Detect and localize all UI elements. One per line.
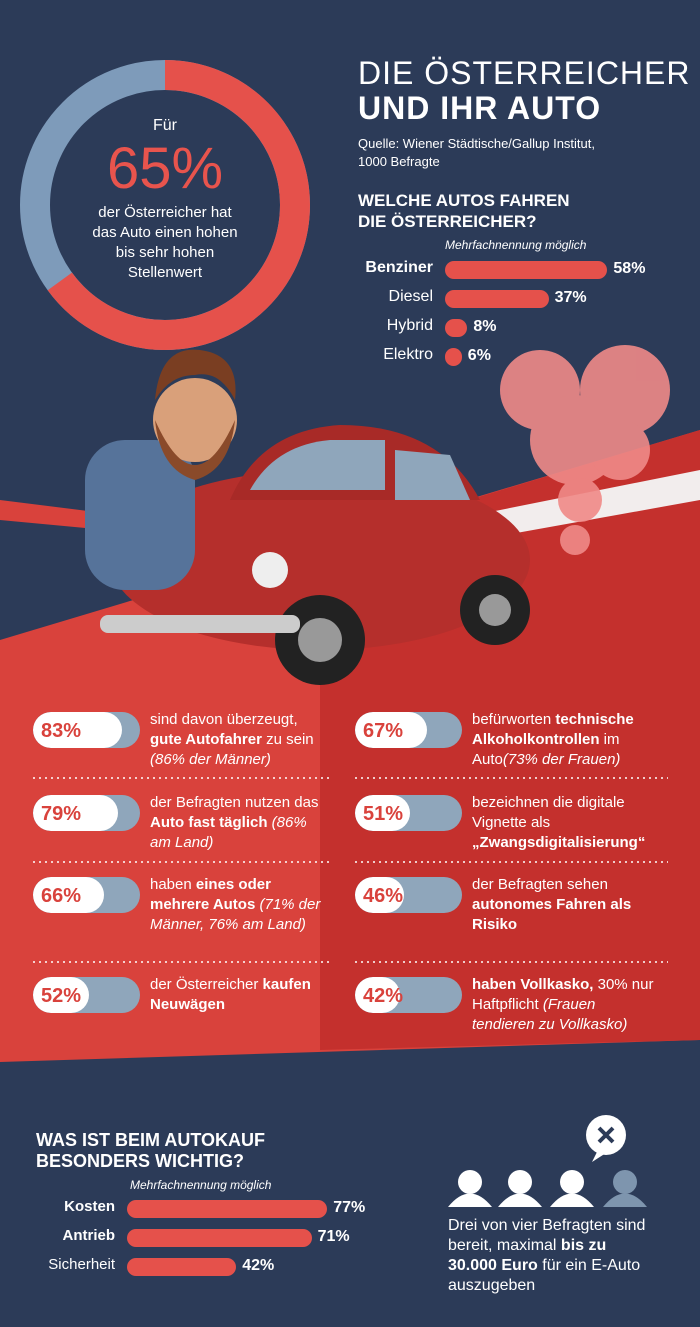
stat-bar — [33, 877, 104, 913]
bar — [127, 1229, 312, 1247]
category-label: Kosten — [64, 1198, 115, 1215]
section-title: WELCHE AUTOS FAHREN DIE ÖSTERREICHER? — [358, 191, 570, 231]
text-part: zu sein — [261, 731, 314, 748]
stat-pill: 42% — [355, 977, 462, 1013]
value-label: 58% — [613, 260, 646, 277]
value-label: 8% — [473, 318, 497, 335]
stat-text: befürworten technische Alkoholkontrollen… — [472, 710, 662, 770]
value-label: 77% — [333, 1199, 366, 1216]
text-part: der Österreicher — [150, 976, 263, 993]
stat-value: 46% — [363, 885, 404, 907]
value-label: 42% — [242, 1257, 275, 1274]
value-label: 37% — [554, 289, 587, 306]
donut-value: 65% — [106, 136, 224, 201]
stat-bar — [33, 977, 89, 1013]
note: Mehrfachnennung möglich — [445, 238, 587, 252]
category-label: Hybrid — [386, 317, 433, 334]
category-label: Benziner — [365, 259, 433, 276]
stat-bar — [355, 977, 400, 1013]
stat-bar — [33, 712, 122, 748]
text-part: technische Alkoholkontrollen — [472, 711, 634, 748]
title: DIE ÖSTERREICHER — [358, 55, 691, 91]
text-part: „Zwangsdigitalisierung“ — [472, 834, 646, 851]
text-part: bezeichnen die digitale Vignette als — [472, 794, 625, 831]
text-part: befürworten — [472, 711, 556, 728]
bar — [127, 1258, 237, 1276]
bar — [445, 261, 608, 279]
stat-value: 52% — [41, 985, 82, 1007]
text-part: Drei von vier Befragten sind bereit, max… — [448, 1217, 646, 1254]
text-part: kaufen Neuwägen — [150, 976, 311, 1013]
bar — [445, 319, 468, 337]
stat-pill: 67% — [355, 712, 462, 748]
text-part: haben — [150, 876, 196, 893]
text-part: gute Autofahrer — [150, 731, 262, 748]
stat-value: 42% — [363, 985, 404, 1007]
donut-text: der Österreicher hat das Auto einen hohe… — [92, 204, 238, 281]
stat-bar — [33, 795, 118, 831]
source: Quelle: Wiener Städtische/Gallup Institu… — [358, 136, 596, 169]
text-part: bis zu 30.000 Euro — [448, 1237, 607, 1274]
value-label: 71% — [317, 1228, 350, 1245]
stat-value: 83% — [41, 720, 82, 742]
stat-value: 51% — [363, 803, 404, 825]
stat-text: der Befragten nutzen das Auto fast tägli… — [150, 793, 325, 853]
stat-pill: 79% — [33, 795, 140, 831]
stat-text: haben eines oder mehrere Autos (71% der … — [150, 875, 325, 935]
stat-pill: 83% — [33, 712, 140, 748]
bar — [127, 1200, 328, 1218]
text-part: 30% nur Haftpflicht — [472, 976, 654, 1013]
stat-pill: 51% — [355, 795, 462, 831]
stat-pill: 52% — [33, 977, 140, 1013]
footer-text: Drei von vier Befragten sind bereit, max… — [448, 1216, 648, 1296]
bar — [445, 348, 462, 366]
category-label: Diesel — [388, 288, 433, 305]
text-part: (73% der Frauen) — [502, 751, 621, 768]
text-part: (Frauen tendieren zu Vollkasko) — [472, 996, 628, 1033]
stat-value: 67% — [363, 720, 404, 742]
text-part: haben Vollkasko, — [472, 976, 594, 993]
bar — [445, 290, 549, 308]
stat-value: 66% — [41, 885, 82, 907]
stat-text: bezeichnen die digitale Vignette als „Zw… — [472, 793, 662, 853]
text-part: autonomes Fahren als Risiko — [472, 896, 632, 933]
text-part: (86% am Land) — [150, 814, 307, 851]
text-part: (71% der Männer, 76% am Land) — [150, 896, 321, 933]
category-label: Elektro — [383, 346, 433, 363]
stat-pill: 66% — [33, 877, 140, 913]
section-title: WAS IST BEIM AUTOKAUF BESONDERS WICHTIG? — [36, 1130, 265, 1171]
text-part: (86% der Männer) — [150, 751, 271, 768]
stat-text: haben Vollkasko, 30% nur Haftpflicht (Fr… — [472, 975, 662, 1035]
stat-bar — [355, 795, 410, 831]
stat-value: 79% — [41, 803, 82, 825]
text-part: Auto fast täglich — [150, 814, 268, 831]
stat-text: der Österreicher kaufen Neuwägen — [150, 975, 325, 1015]
text-part: für ein E-Auto auszugeben — [448, 1257, 641, 1294]
text-part: eines oder mehrere Autos — [150, 876, 271, 913]
stat-pill: 46% — [355, 877, 462, 913]
title: UND IHR AUTO — [358, 90, 602, 126]
text-part: sind davon überzeugt, — [150, 711, 298, 728]
value-label: 6% — [467, 347, 491, 364]
stat-bar — [355, 712, 427, 748]
category-label: Sicherheit — [48, 1256, 115, 1273]
donut-chart — [20, 60, 310, 350]
stat-text: sind davon überzeugt, gute Autofahrer zu… — [150, 710, 325, 770]
note: Mehrfachnennung möglich — [130, 1178, 272, 1192]
stat-bar — [355, 877, 405, 913]
donut-prefix: Für — [153, 117, 177, 134]
category-label: Antrieb — [62, 1227, 116, 1244]
text-part: der Befragten nutzen das — [150, 794, 319, 811]
stat-text: der Befragten sehen autonomes Fahren als… — [472, 875, 662, 935]
text-part: der Befragten sehen — [472, 876, 608, 893]
donut-arc — [47, 60, 310, 350]
text-part: im Auto — [472, 731, 620, 768]
